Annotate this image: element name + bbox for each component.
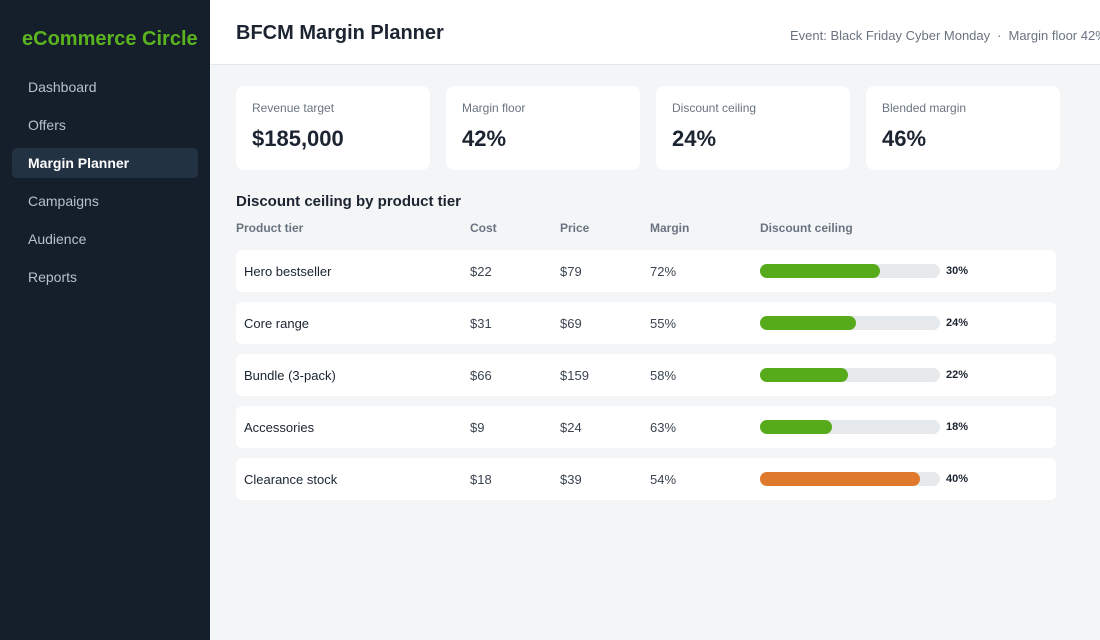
ceiling-bar-fill xyxy=(760,472,920,486)
table-body: Hero bestseller $22 $79 72% 30% Core ran… xyxy=(236,250,1056,510)
ceiling-bar-track xyxy=(760,264,940,278)
ceiling-percent: 18% xyxy=(946,421,969,433)
column-header-tier: Product tier xyxy=(236,221,304,235)
cost-value: $31 xyxy=(470,316,492,331)
ceiling-bar-fill xyxy=(760,264,880,278)
ceiling-percent: 22% xyxy=(946,369,969,381)
ceiling-bar-fill xyxy=(760,420,832,434)
sidebar-item-margin-planner[interactable]: Margin Planner xyxy=(12,148,198,178)
margin-value: 72% xyxy=(650,264,677,279)
cost-value: $66 xyxy=(470,368,492,383)
kpi-value: 24% xyxy=(672,126,717,151)
kpi-label: Discount ceiling xyxy=(672,101,757,115)
margin-value: 54% xyxy=(650,472,677,487)
kpi-value: $185,000 xyxy=(252,126,344,151)
ceiling-percent: 24% xyxy=(946,317,969,329)
top-header: BFCM Margin Planner Event: Black Friday … xyxy=(210,0,1100,65)
table-row[interactable]: Accessories $9 $24 63% 18% xyxy=(236,406,1056,448)
kpi-cards: Revenue target $185,000 Margin floor 42%… xyxy=(236,86,1060,170)
ceiling-bar-fill xyxy=(760,316,856,330)
table-header: Product tier Cost Price Margin Discount … xyxy=(236,221,1056,237)
ceiling-percent: 30% xyxy=(946,265,969,277)
table-row[interactable]: Hero bestseller $22 $79 72% 30% xyxy=(236,250,1056,292)
sidebar-nav: Dashboard Offers Margin Planner Campaign… xyxy=(12,72,198,300)
ceiling-bar-track xyxy=(760,368,940,382)
kpi-label: Revenue target xyxy=(252,101,335,115)
header-meta: Event: Black Friday Cyber Monday · Margin … xyxy=(790,28,1100,43)
page-title: BFCM Margin Planner xyxy=(236,22,444,44)
kpi-value: 42% xyxy=(462,126,507,151)
column-header-discount-ceiling: Discount ceiling xyxy=(760,221,853,235)
meta-separator: · xyxy=(997,28,1002,43)
tier-name: Accessories xyxy=(244,420,315,435)
event-label: Event: Black Friday Cyber Monday xyxy=(790,28,991,43)
kpi-value: 46% xyxy=(882,126,927,151)
tier-name: Hero bestseller xyxy=(244,264,332,279)
price-value: $39 xyxy=(560,472,582,487)
kpi-label: Blended margin xyxy=(882,101,967,115)
margin-value: 63% xyxy=(650,420,677,435)
kpi-card-revenue-target: Revenue target $185,000 xyxy=(236,86,430,170)
sidebar-item-offers[interactable]: Offers xyxy=(28,117,66,133)
table-row[interactable]: Clearance stock $18 $39 54% 40% xyxy=(236,458,1056,500)
brand-logo[interactable]: eCommerce Circle xyxy=(22,28,198,50)
sidebar-item-audience[interactable]: Audience xyxy=(28,231,87,247)
sidebar-item-campaigns[interactable]: Campaigns xyxy=(28,193,99,209)
cost-value: $18 xyxy=(470,472,492,487)
cost-value: $9 xyxy=(470,420,485,435)
tier-name: Clearance stock xyxy=(244,472,338,487)
ceiling-percent: 40% xyxy=(946,473,969,485)
section-title: Discount ceiling by product tier xyxy=(236,193,462,210)
cost-value: $22 xyxy=(470,264,492,279)
tier-name: Bundle (3-pack) xyxy=(244,368,336,383)
sidebar-item-reports[interactable]: Reports xyxy=(28,269,78,285)
margin-value: 58% xyxy=(650,368,677,383)
kpi-card-blended-margin: Blended margin 46% xyxy=(866,86,1060,170)
tier-name: Core range xyxy=(244,316,310,331)
ceiling-bar-fill xyxy=(760,368,848,382)
margin-value: 55% xyxy=(650,316,677,331)
ceiling-bar-track xyxy=(760,316,940,330)
table-row[interactable]: Core range $31 $69 55% 24% xyxy=(236,302,1056,344)
price-value: $69 xyxy=(560,316,582,331)
ceiling-bar-track xyxy=(760,472,940,486)
column-header-price: Price xyxy=(560,221,590,235)
column-header-cost: Cost xyxy=(470,221,497,235)
column-header-margin: Margin xyxy=(650,221,690,235)
price-value: $159 xyxy=(560,368,589,383)
margin-floor-label: Margin floor 42% xyxy=(1008,28,1100,43)
table-row[interactable]: Bundle (3-pack) $66 $159 58% 22% xyxy=(236,354,1056,396)
price-value: $79 xyxy=(560,264,582,279)
sidebar: eCommerce Circle Dashboard Offers Margin… xyxy=(0,0,210,640)
kpi-label: Margin floor xyxy=(462,101,526,115)
kpi-card-discount-ceiling: Discount ceiling 24% xyxy=(656,86,850,170)
sidebar-item-dashboard[interactable]: Dashboard xyxy=(28,79,97,95)
price-value: $24 xyxy=(560,420,582,435)
ceiling-bar-track xyxy=(760,420,940,434)
kpi-card-margin-floor: Margin floor 42% xyxy=(446,86,640,170)
